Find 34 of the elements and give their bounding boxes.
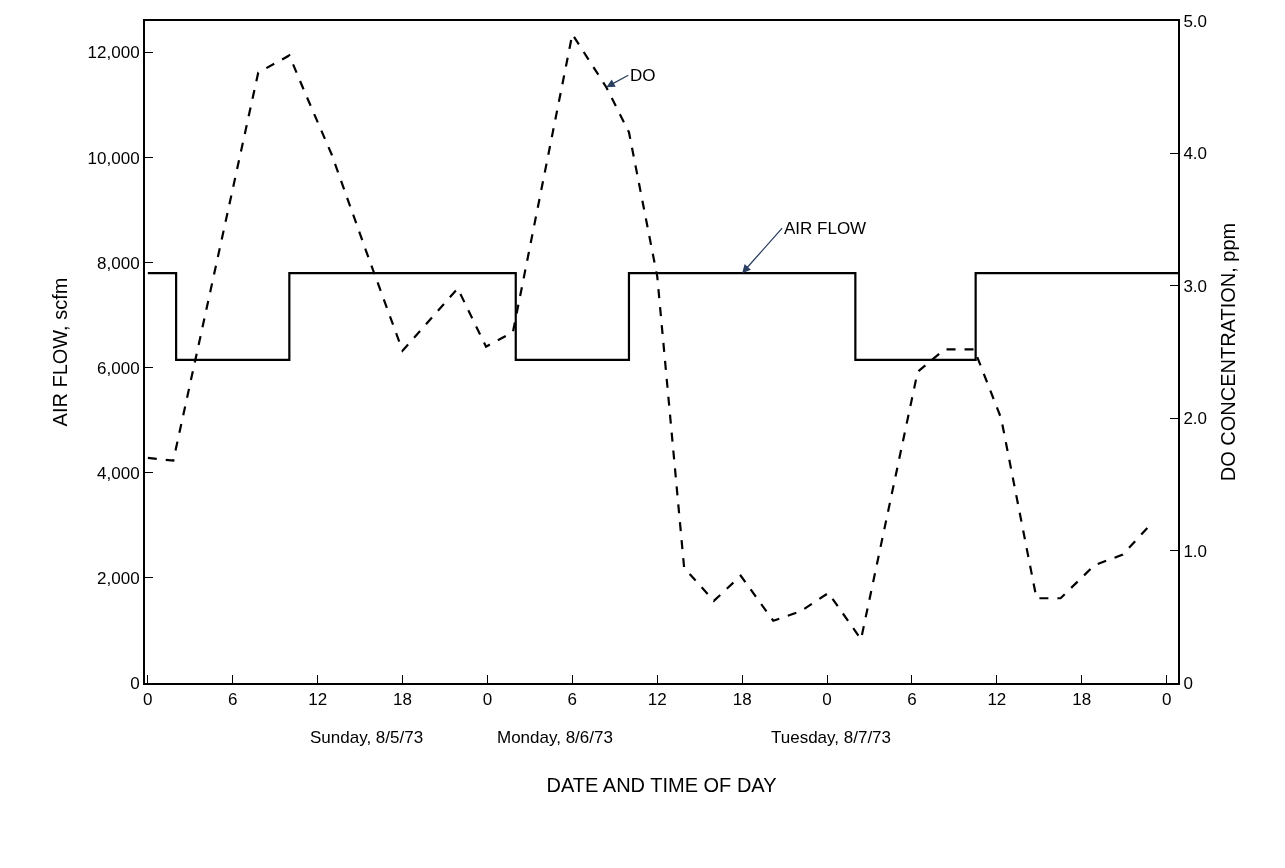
series-label: DO: [630, 66, 656, 85]
x-tick-label: 0: [822, 690, 832, 710]
y2-tick-label: 5.0: [1183, 11, 1208, 31]
x-tick-label: 0: [1161, 690, 1172, 710]
y2-tick-label: 2.0: [1183, 409, 1208, 429]
x-tick-label: 18: [732, 690, 752, 710]
x-tick-label: 12: [308, 690, 328, 710]
x-tick-label: 18: [393, 690, 412, 710]
y2-tick-label: 1.0: [1183, 541, 1208, 561]
text: AIR FLOW: [784, 219, 867, 238]
text: Tuesday, 8/7/73: [771, 728, 892, 747]
y2-axis-title: DO CONCENTRATION, ppm: [1217, 222, 1240, 482]
y-axis-title: AIR FLOW, scfm: [48, 277, 71, 427]
x-tick-label: 18: [1072, 690, 1092, 710]
x-axis-title: DATE AND TIME OF DAY: [546, 774, 777, 797]
x-tick-label: 6: [228, 690, 238, 710]
y-tick-label: 0: [130, 673, 140, 693]
y2-tick-label: 4.0: [1183, 144, 1208, 164]
y-tick-label: 4,000: [97, 463, 140, 483]
text: Sunday, 8/5/73: [310, 728, 424, 747]
x-tick-label: 0: [143, 690, 153, 710]
y-tick-label: 8,000: [97, 253, 140, 273]
text: Monday, 8/6/73: [497, 728, 613, 747]
y-tick-label: 12,000: [87, 43, 140, 63]
x-tick-label: 12: [647, 690, 667, 710]
y-tick-label: 10,000: [87, 148, 140, 168]
y-tick-label: 2,000: [97, 568, 140, 588]
y-tick-label: 6,000: [97, 358, 140, 378]
y2-tick-label: 3.0: [1183, 276, 1208, 296]
x-tick-label: 12: [987, 690, 1007, 710]
x-tick-label: 0: [482, 690, 493, 710]
y2-tick-label: 0: [1183, 673, 1193, 693]
x-tick-label: 6: [567, 690, 578, 710]
x-tick-label: 6: [907, 690, 917, 710]
